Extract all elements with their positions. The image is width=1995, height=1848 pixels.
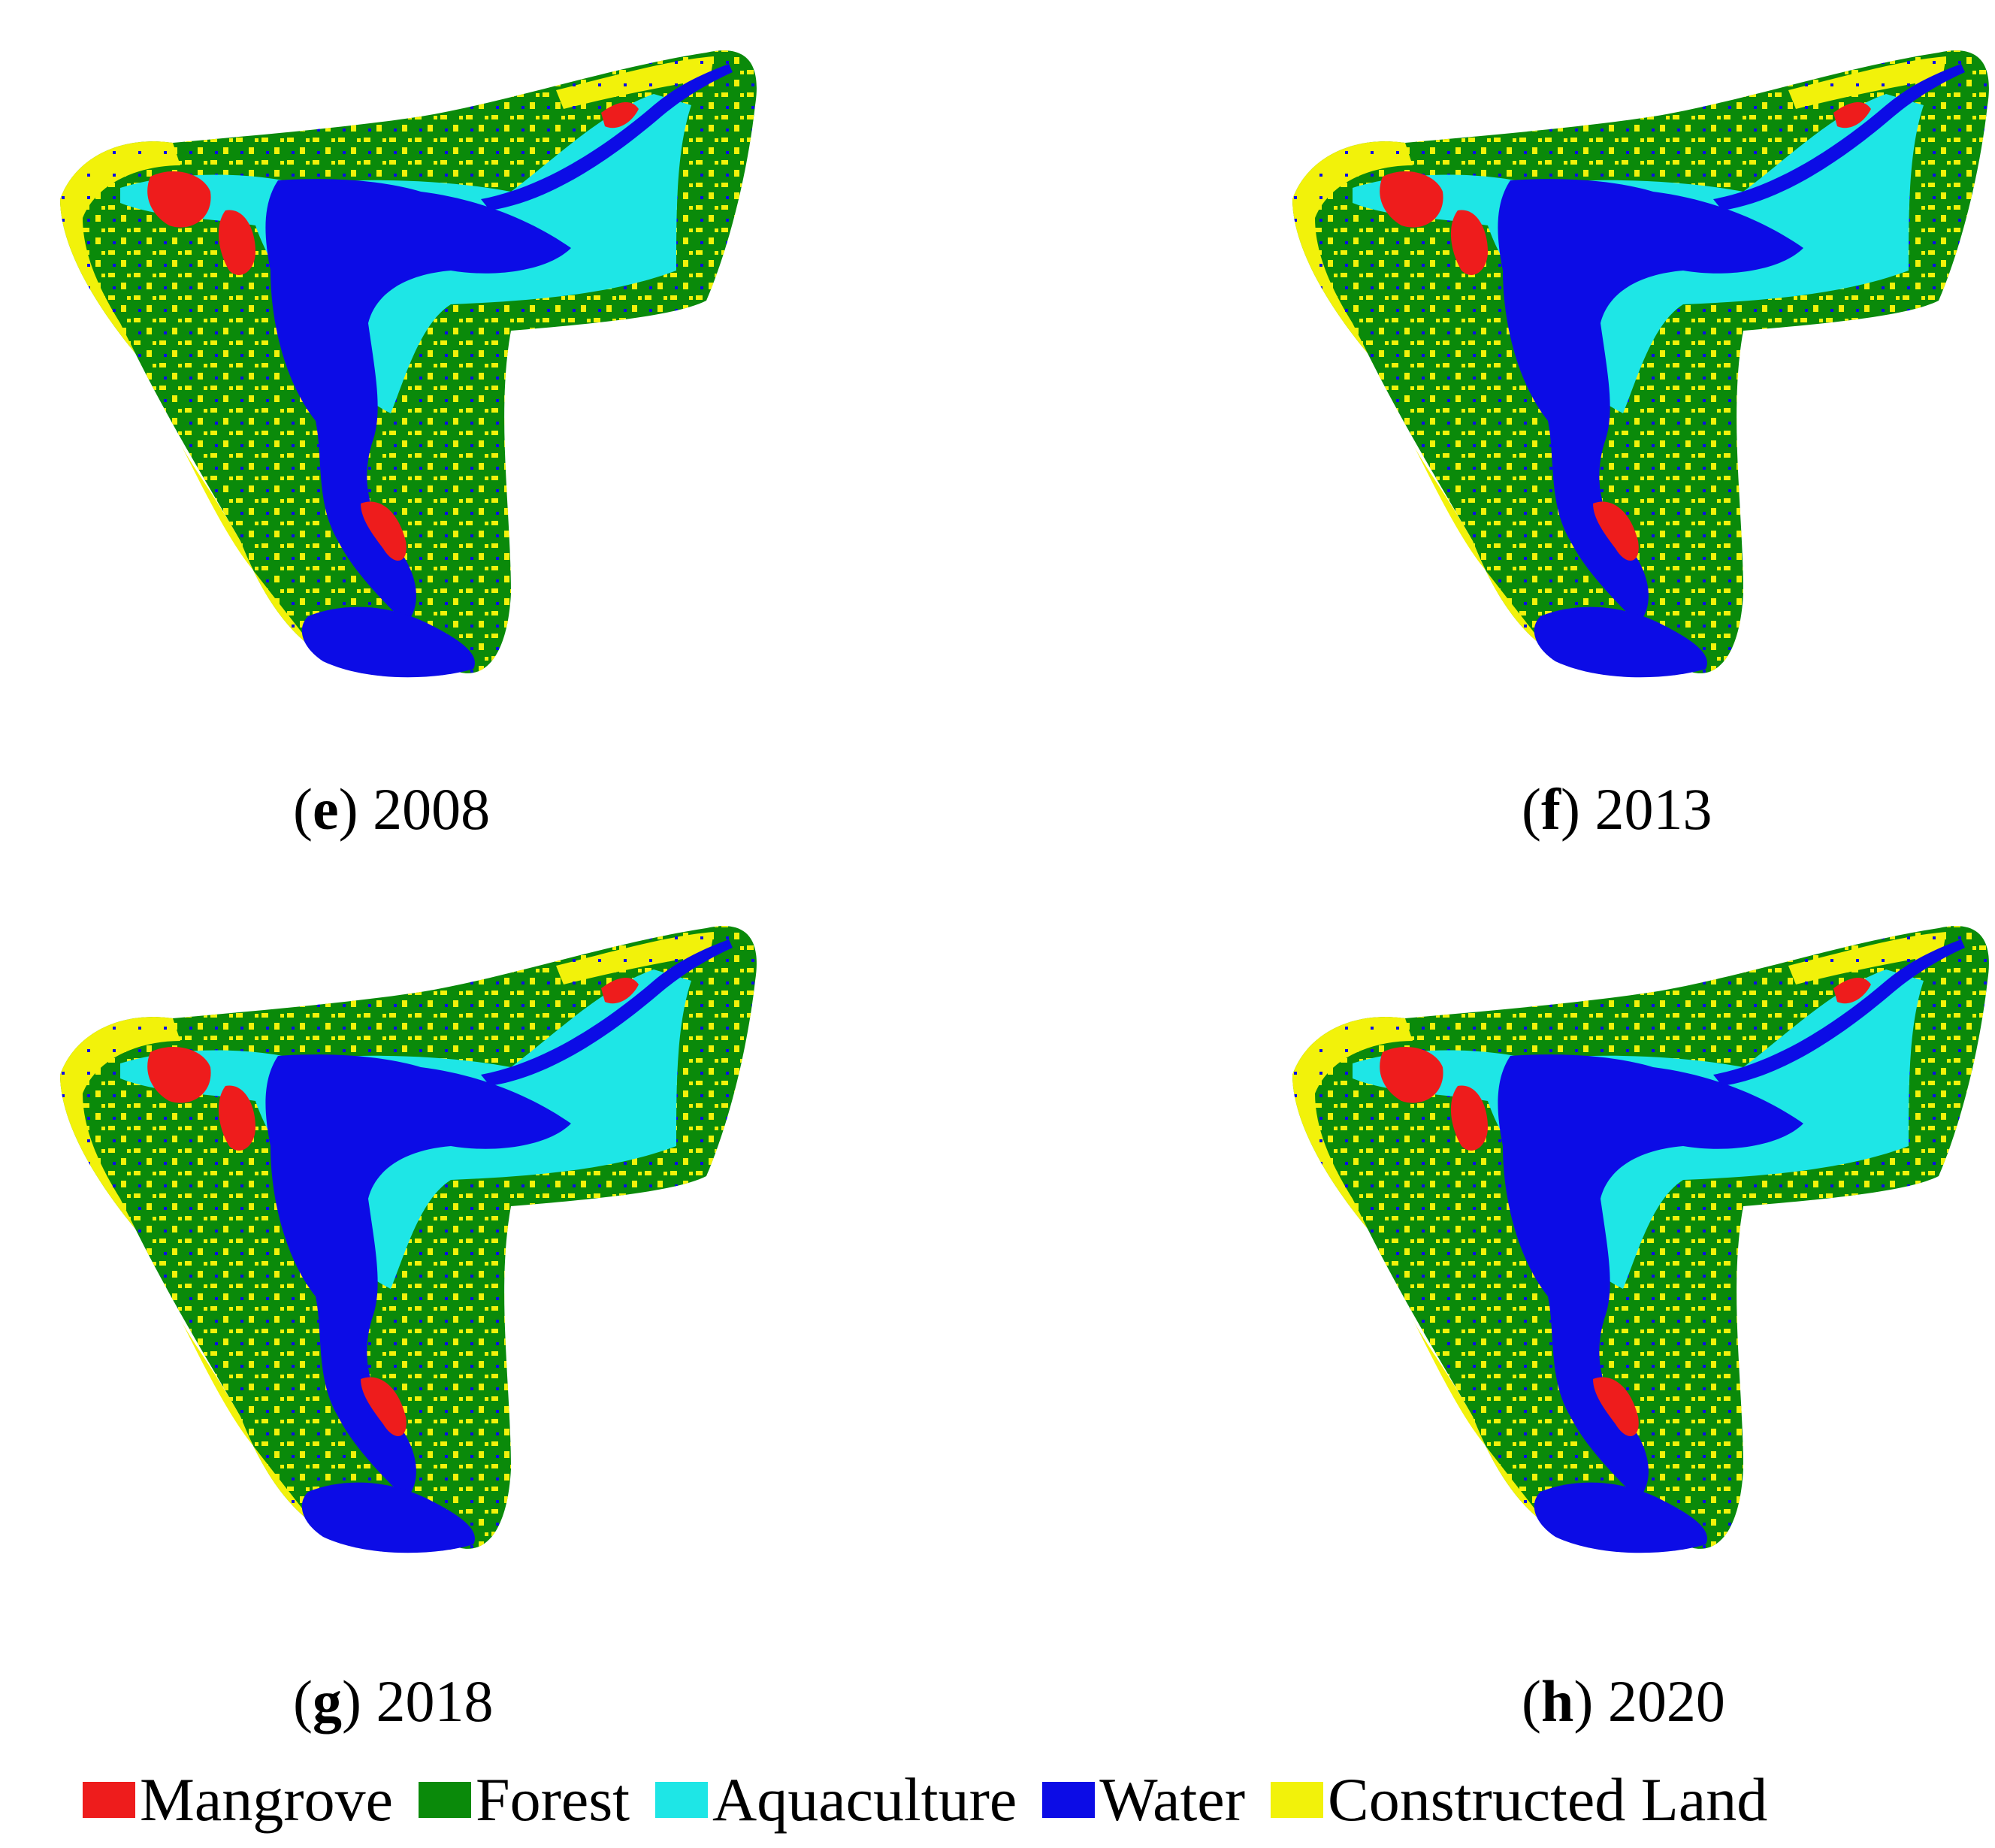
legend-label: Forest bbox=[476, 1765, 630, 1834]
caption-2020: (h) 2020 bbox=[1522, 1668, 1725, 1734]
legend-label: Water bbox=[1099, 1765, 1246, 1834]
caption-2018: (g) 2018 bbox=[293, 1668, 494, 1734]
map-2008 bbox=[60, 50, 757, 678]
caption-letter: g bbox=[312, 1668, 342, 1734]
caption-letter: f bbox=[1540, 776, 1561, 842]
caption-letter: h bbox=[1540, 1668, 1574, 1734]
legend-item-aquaculture: Aquaculture bbox=[655, 1765, 1017, 1835]
caption-year: 2020 bbox=[1607, 1668, 1725, 1734]
caption-2008: (e) 2008 bbox=[293, 776, 491, 842]
caption-year: 2008 bbox=[373, 776, 491, 842]
legend-label: Constructed Land bbox=[1328, 1765, 1768, 1834]
legend-swatch bbox=[419, 1782, 472, 1818]
caption-2013: (f) 2013 bbox=[1522, 776, 1712, 842]
map-panel-2020 bbox=[1262, 898, 1995, 1650]
caption-year: 2018 bbox=[376, 1668, 494, 1734]
caption-letter: e bbox=[312, 776, 339, 842]
legend-label: Aquaculture bbox=[712, 1765, 1017, 1834]
map-panel-2018 bbox=[30, 898, 781, 1650]
legend-swatch bbox=[83, 1782, 135, 1818]
caption-year: 2013 bbox=[1594, 776, 1712, 842]
legend-label: Mangrove bbox=[140, 1765, 394, 1834]
legend-item-mangrove: Mangrove bbox=[83, 1765, 393, 1835]
legend-swatch bbox=[655, 1782, 709, 1818]
map-2020 bbox=[1292, 926, 1989, 1553]
map-2013 bbox=[1292, 50, 1989, 678]
legend: Mangrove Forest Aquaculture Water Constr… bbox=[83, 1762, 1976, 1837]
map-2018 bbox=[60, 926, 757, 1553]
legend-item-constructed-land: Constructed Land bbox=[1271, 1765, 1767, 1835]
map-panel-2008 bbox=[30, 23, 781, 774]
legend-item-forest: Forest bbox=[419, 1765, 630, 1835]
map-panel-2013 bbox=[1262, 23, 1995, 774]
legend-swatch bbox=[1042, 1782, 1096, 1818]
legend-item-water: Water bbox=[1042, 1765, 1245, 1835]
legend-swatch bbox=[1271, 1782, 1324, 1818]
